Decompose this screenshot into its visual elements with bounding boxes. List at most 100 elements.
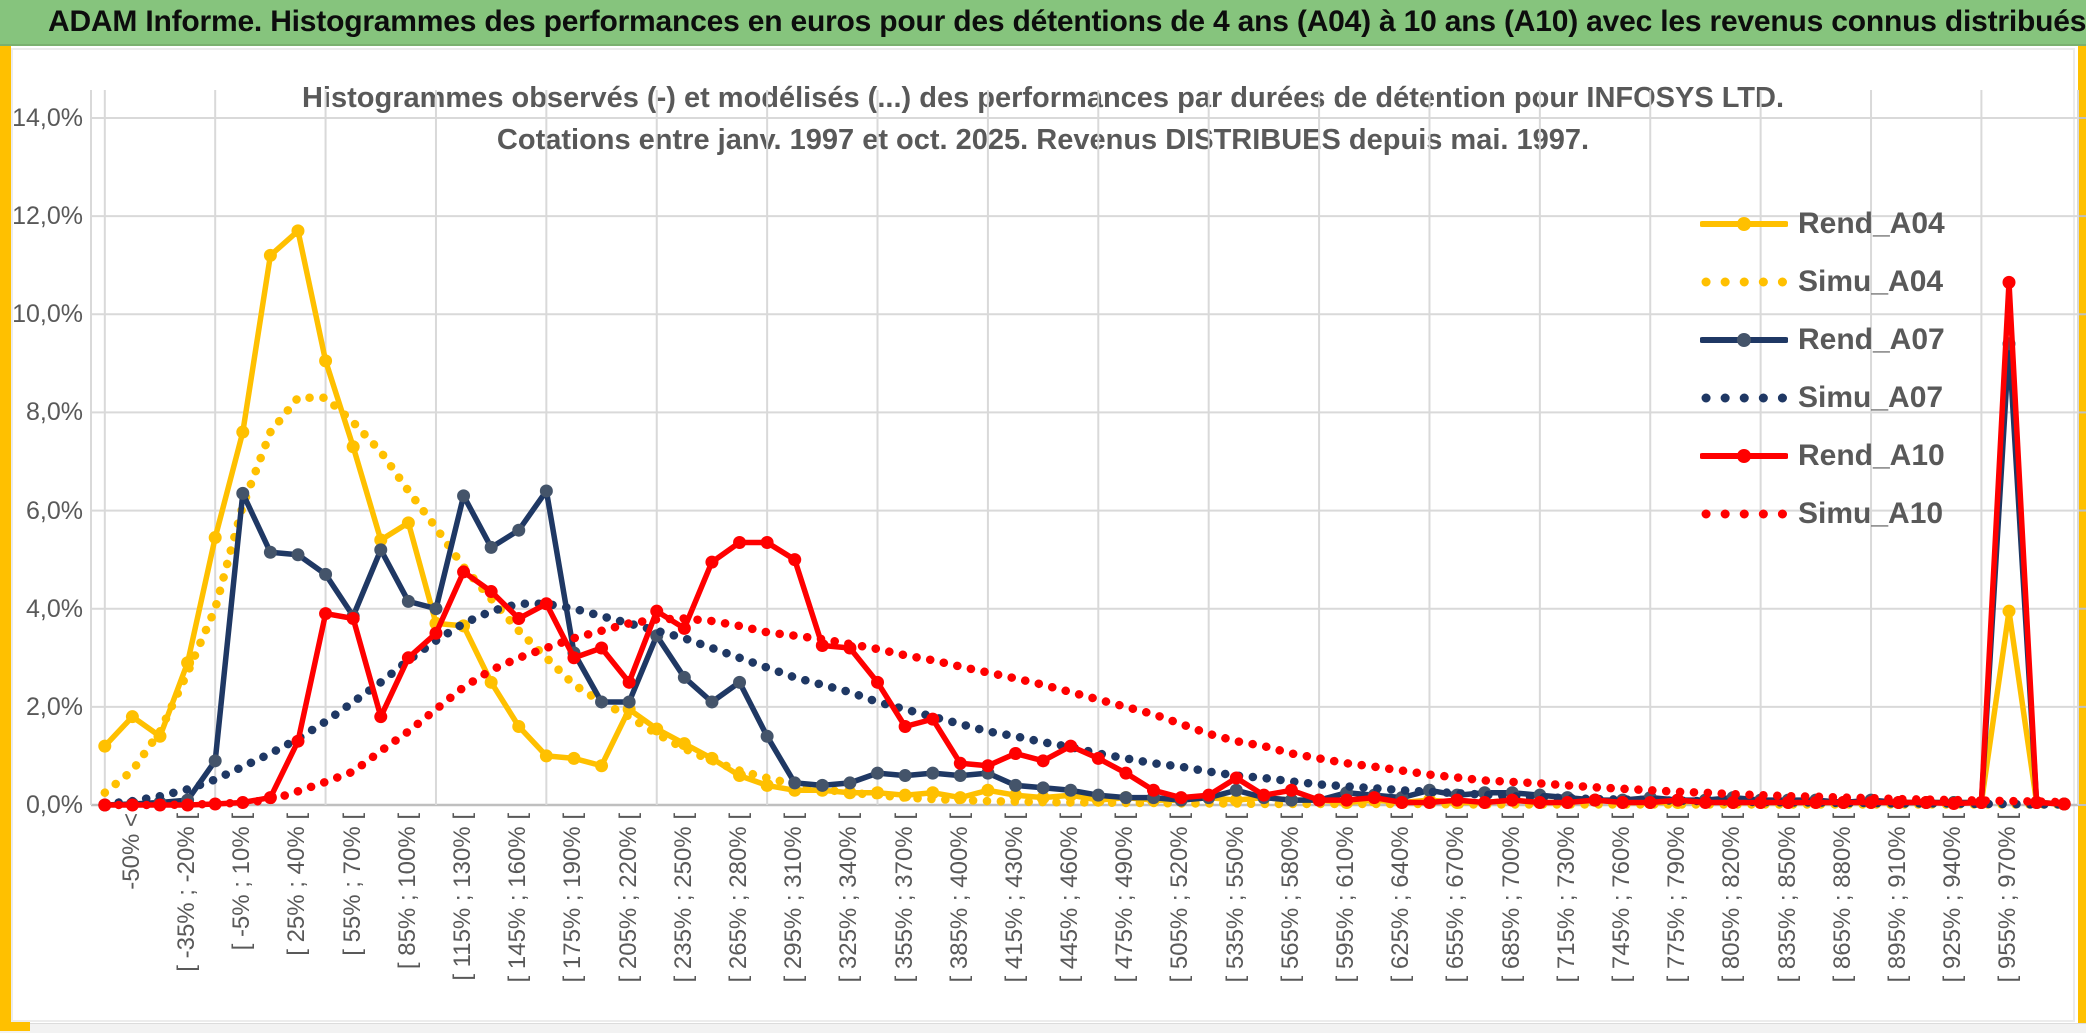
page-title: ADAM Informe. Histogrammes des performan… — [48, 5, 2086, 38]
x-tick-label: [ 385% ; 400% [ — [945, 813, 973, 983]
series-marker-Rend_A10 — [1367, 791, 1381, 805]
series-marker-Rend_A10 — [567, 651, 581, 665]
series-marker-Rend_A10 — [650, 604, 664, 618]
series-marker-Rend_A10 — [1505, 793, 1519, 807]
x-tick-label: [ 325% ; 340% [ — [835, 813, 863, 983]
series-marker-Rend_A04 — [208, 531, 222, 545]
series-marker-Rend_A10 — [953, 756, 967, 770]
x-tick-label: [ 835% ; 850% [ — [1773, 813, 1801, 983]
series-marker-Rend_A07 — [1036, 781, 1050, 795]
series-marker-Rend_A10 — [733, 535, 747, 549]
legend-swatch-dotted — [1701, 277, 1788, 287]
legend-label: Simu_A07 — [1798, 381, 1944, 414]
legend-item-rend-a04[interactable]: Rend_A04 — [1700, 205, 1945, 243]
y-tick-label: 10,0% — [12, 300, 83, 329]
series-marker-Rend_A10 — [595, 641, 609, 655]
series-marker-Rend_A04 — [981, 783, 995, 797]
x-tick-label: [ 265% ; 280% [ — [724, 813, 752, 983]
y-tick-label: 2,0% — [26, 692, 83, 721]
series-marker-Rend_A10 — [1422, 796, 1436, 810]
legend-item-rend-a07[interactable]: Rend_A07 — [1700, 321, 1945, 359]
series-marker-Rend_A10 — [1284, 783, 1298, 797]
series-marker-Rend_A07 — [677, 670, 691, 684]
x-tick-label: [ 475% ; 490% [ — [1111, 813, 1139, 983]
series-marker-Rend_A10 — [871, 675, 885, 689]
series-marker-Rend_A10 — [1478, 796, 1492, 810]
x-tick-label: [ 55% ; 70% [ — [338, 813, 366, 956]
series-marker-Rend_A04 — [346, 440, 360, 454]
series-marker-Rend_A07 — [236, 486, 250, 500]
series-marker-Rend_A07 — [871, 766, 885, 780]
series-marker-Rend_A04 — [539, 749, 553, 763]
chart-legend: Rend_A04 Simu_A04 Rend_A07 Simu_A07 — [1700, 205, 1945, 553]
x-tick-label: [ 625% ; 640% [ — [1387, 813, 1415, 983]
series-marker-Rend_A10 — [1533, 796, 1547, 810]
series-marker-Rend_A07 — [263, 545, 277, 559]
series-marker-Rend_A10 — [1340, 793, 1354, 807]
series-marker-Rend_A04 — [760, 778, 774, 792]
legend-swatch-solid — [1700, 217, 1788, 231]
x-tick-label: [ 535% ; 550% [ — [1221, 813, 1249, 983]
series-marker-Rend_A07 — [953, 769, 967, 783]
series-marker-Rend_A10 — [1560, 796, 1574, 810]
series-marker-Rend_A10 — [1726, 796, 1740, 810]
series-marker-Rend_A04 — [319, 354, 333, 368]
series-marker-Rend_A07 — [1064, 783, 1078, 797]
x-tick-label: [ 175% ; 190% [ — [559, 813, 587, 983]
series-marker-Rend_A04 — [512, 719, 526, 733]
series-marker-Rend_A07 — [401, 594, 415, 608]
legend-item-simu-a07[interactable]: Simu_A07 — [1700, 379, 1945, 417]
x-tick-label: [ 685% ; 700% [ — [1497, 813, 1525, 983]
bottom-band — [0, 1023, 2086, 1033]
series-marker-Rend_A07 — [319, 567, 333, 581]
series-marker-Rend_A07 — [815, 778, 829, 792]
legend-item-simu-a04[interactable]: Simu_A04 — [1700, 263, 1945, 301]
series-marker-Rend_A07 — [1119, 791, 1133, 805]
x-tick-label: [ 445% ; 460% [ — [1056, 813, 1084, 983]
series-marker-Rend_A10 — [1174, 791, 1188, 805]
series-marker-Rend_A10 — [539, 597, 553, 611]
y-tick-label: 4,0% — [26, 594, 83, 623]
chart-frame — [11, 48, 2075, 1022]
series-marker-Rend_A04 — [291, 224, 305, 238]
legend-item-rend-a10[interactable]: Rend_A10 — [1700, 437, 1945, 475]
x-tick-label: [ 955% ; 970% [ — [1994, 813, 2022, 983]
series-marker-Rend_A04 — [263, 248, 277, 262]
series-marker-Rend_A07 — [898, 769, 912, 783]
series-marker-Rend_A07 — [512, 523, 526, 537]
series-marker-Rend_A07 — [208, 754, 222, 768]
y-tick-label: 6,0% — [26, 496, 83, 525]
series-marker-Rend_A10 — [622, 675, 636, 689]
series-marker-Rend_A10 — [374, 710, 388, 724]
series-marker-Rend_A04 — [2002, 604, 2016, 618]
y-tick-label: 12,0% — [12, 202, 83, 231]
x-tick-label: [ 295% ; 310% [ — [780, 813, 808, 983]
series-marker-Rend_A07 — [760, 729, 774, 743]
series-marker-Rend_A04 — [236, 425, 250, 439]
series-marker-Rend_A07 — [622, 695, 636, 709]
series-marker-Rend_A07 — [484, 540, 498, 554]
series-marker-Rend_A10 — [1036, 754, 1050, 768]
x-tick-label: [ 505% ; 520% [ — [1166, 813, 1194, 983]
bottom-left-corner-mark — [0, 1020, 30, 1031]
x-tick-label: -50% < — [117, 813, 145, 890]
series-marker-Rend_A07 — [1284, 793, 1298, 807]
series-marker-Rend_A04 — [98, 739, 112, 753]
series-marker-Rend_A07 — [1091, 788, 1105, 802]
series-marker-Rend_A07 — [539, 484, 553, 498]
legend-item-simu-a10[interactable]: Simu_A10 — [1700, 495, 1945, 533]
series-marker-Rend_A10 — [2002, 275, 2016, 289]
series-marker-Rend_A07 — [926, 766, 940, 780]
series-marker-Rend_A10 — [512, 612, 526, 626]
x-tick-label: [ 895% ; 910% [ — [1884, 813, 1912, 983]
left-border-stripe — [0, 46, 11, 1033]
series-marker-Rend_A10 — [1064, 739, 1078, 753]
x-tick-label: [ 805% ; 820% [ — [1718, 813, 1746, 983]
series-marker-Rend_A10 — [926, 712, 940, 726]
legend-label: Rend_A04 — [1798, 207, 1945, 240]
y-tick-label: 8,0% — [26, 398, 83, 427]
series-marker-Rend_A10 — [346, 612, 360, 626]
series-marker-Rend_A07 — [788, 776, 802, 790]
series-marker-Rend_A10 — [319, 607, 333, 621]
